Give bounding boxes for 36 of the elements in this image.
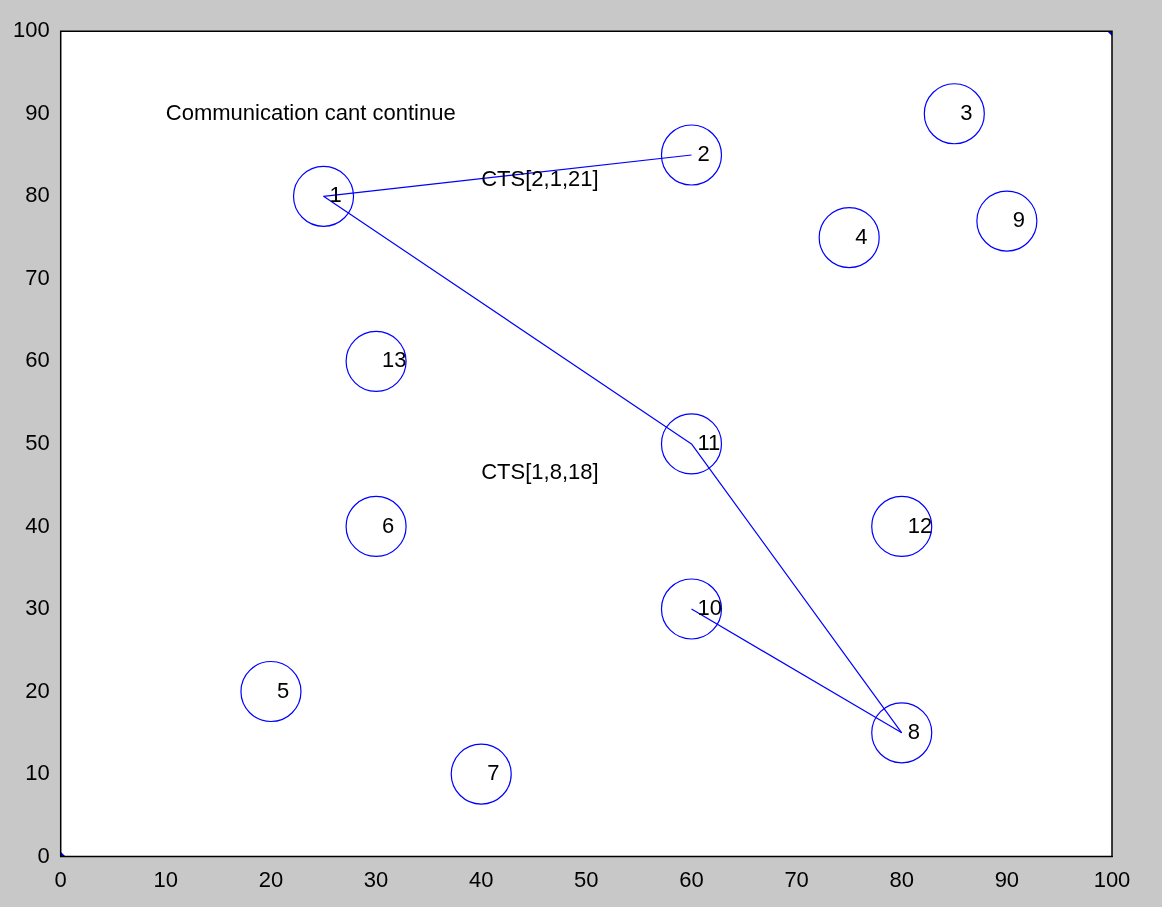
x-tick-label: 100 <box>1093 866 1131 892</box>
y-tick-label: 50 <box>25 429 50 455</box>
annotation: CTS[1,8,18] <box>481 458 599 484</box>
y-tick-label: 20 <box>25 677 50 703</box>
x-tick-label: 0 <box>54 866 67 892</box>
y-tick-label: 40 <box>25 512 50 538</box>
x-tick-label: 10 <box>153 866 179 892</box>
y-tick-label: 100 <box>12 17 50 43</box>
y-tick-label: 80 <box>25 182 50 208</box>
y-tick-label: 30 <box>25 595 50 621</box>
x-tick-label: 60 <box>679 866 704 892</box>
annotation: 11 <box>697 429 721 455</box>
x-tick-label: 90 <box>994 866 1020 892</box>
x-tick-label: 70 <box>784 866 809 892</box>
annotation: 8 <box>907 718 920 744</box>
y-tick-label: 90 <box>25 99 50 125</box>
y-tick-label: 60 <box>25 347 50 373</box>
annotation: 3 <box>960 99 973 125</box>
x-tick-label: 20 <box>258 866 284 892</box>
annotation: 9 <box>1012 207 1026 233</box>
annotation: 6 <box>382 512 395 538</box>
y-tick-label: 70 <box>25 264 50 290</box>
annotation: 2 <box>697 141 710 167</box>
annotation: Communication cant continue <box>165 99 456 125</box>
annotation: 5 <box>276 677 290 703</box>
annotation: CTS[2,1,21] <box>481 165 599 191</box>
annotation: 12 <box>907 512 933 538</box>
x-tick-label: 80 <box>889 866 914 892</box>
x-tick-label: 50 <box>574 866 599 892</box>
annotation: 4 <box>855 223 868 249</box>
y-tick-label: 10 <box>25 760 50 786</box>
annotation: 10 <box>697 595 722 621</box>
annotation: 7 <box>487 760 500 786</box>
y-tick-label: 0 <box>37 842 50 868</box>
x-tick-label: 40 <box>468 866 494 892</box>
x-tick-label: 30 <box>363 866 389 892</box>
